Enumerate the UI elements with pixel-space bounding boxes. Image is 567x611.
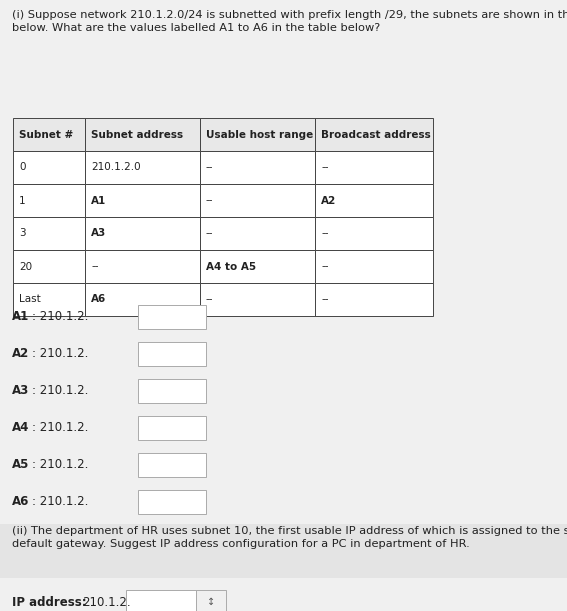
Bar [85,118,200,151]
Bar [13,184,85,217]
Bar [138,453,206,477]
Text: --: -- [206,295,214,304]
Bar [138,342,206,365]
Text: A6: A6 [12,495,29,508]
Bar [200,250,315,283]
Bar [315,118,433,151]
Bar [315,217,433,250]
Bar [85,250,200,283]
Text: A4 to A5: A4 to A5 [206,262,256,271]
Text: : 210.1.2.: : 210.1.2. [32,310,88,323]
Text: Subnet address: Subnet address [91,130,183,139]
Bar [85,151,200,184]
Text: 0: 0 [19,163,26,172]
Text: --: -- [321,163,328,172]
Bar [196,590,226,611]
Text: A1: A1 [91,196,106,205]
Text: A6: A6 [91,295,106,304]
Text: 3: 3 [19,229,26,238]
Text: 210.1.2.: 210.1.2. [82,596,130,609]
Bar [13,151,85,184]
Text: --: -- [206,229,214,238]
Text: --: -- [91,262,99,271]
Bar [200,184,315,217]
Bar [200,151,315,184]
Bar [138,415,206,439]
Text: --: -- [206,163,214,172]
Bar [315,283,433,316]
Bar [0,524,567,578]
Text: : 210.1.2.: : 210.1.2. [32,347,88,360]
Text: : 210.1.2.: : 210.1.2. [32,384,88,397]
Bar [13,217,85,250]
Text: ↕: ↕ [207,597,215,607]
Text: IP address:: IP address: [12,596,87,609]
Bar [138,304,206,329]
Text: A2: A2 [12,347,29,360]
Bar [138,489,206,513]
Text: 210.1.2.0: 210.1.2.0 [91,163,141,172]
Text: Usable host range: Usable host range [206,130,313,139]
Bar [126,590,196,611]
Bar [138,378,206,403]
Bar [200,118,315,151]
Bar [13,118,85,151]
Text: : 210.1.2.: : 210.1.2. [32,458,88,471]
Text: --: -- [206,196,214,205]
Text: 1: 1 [19,196,26,205]
Text: A3: A3 [12,384,29,397]
Text: A3: A3 [91,229,106,238]
Bar [200,217,315,250]
Text: A4: A4 [12,421,29,434]
Text: Broadcast address: Broadcast address [321,130,431,139]
Bar [85,184,200,217]
Bar [315,151,433,184]
Text: Subnet #: Subnet # [19,130,73,139]
Text: A2: A2 [321,196,336,205]
Bar [315,184,433,217]
Bar [13,283,85,316]
Text: --: -- [321,229,328,238]
Bar [13,250,85,283]
Text: A1: A1 [12,310,29,323]
Bar [85,217,200,250]
Bar [85,283,200,316]
Bar [315,250,433,283]
Text: : 210.1.2.: : 210.1.2. [32,495,88,508]
Text: 20: 20 [19,262,32,271]
Text: A5: A5 [12,458,29,471]
Text: Last: Last [19,295,41,304]
Text: : 210.1.2.: : 210.1.2. [32,421,88,434]
Text: --: -- [321,262,328,271]
Text: --: -- [321,295,328,304]
Text: (ii) The department of HR uses subnet 10, the first usable IP address of which i: (ii) The department of HR uses subnet 10… [12,526,567,549]
Text: (i) Suppose network 210.1.2.0/24 is subnetted with prefix length /29, the subnet: (i) Suppose network 210.1.2.0/24 is subn… [12,10,567,33]
Bar [200,283,315,316]
